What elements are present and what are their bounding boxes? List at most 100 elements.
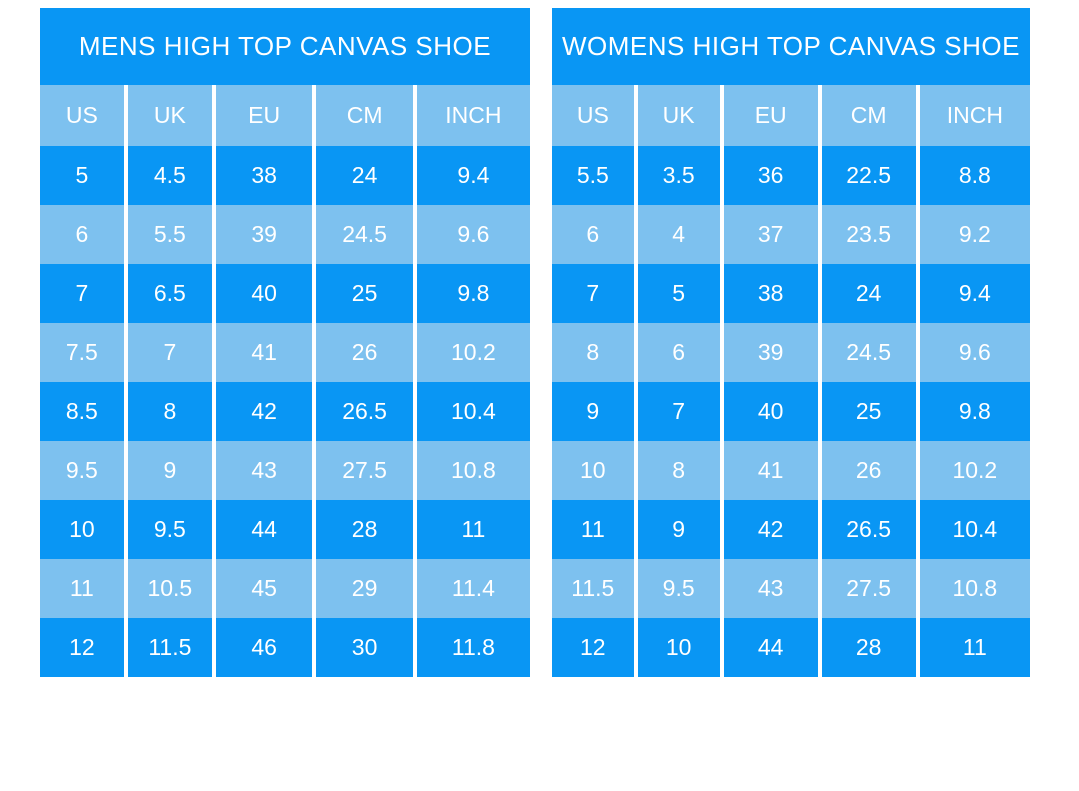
womens-column-header-inch: INCH [915,85,1030,146]
cell-eu: 39 [211,205,315,264]
mens-size-table: US UK EU CM INCH 5 4.5 38 24 9.4 6 5.5 [40,85,530,677]
cell-uk: 5 [633,264,722,323]
cell-inch: 9.6 [412,205,530,264]
table-row: 5 4.5 38 24 9.4 [40,146,530,205]
cell-us: 6 [40,205,126,264]
cell-uk: 3.5 [633,146,722,205]
table-row: 8.5 8 42 26.5 10.4 [40,382,530,441]
table-row: 5.5 3.5 36 22.5 8.8 [552,146,1030,205]
mens-column-header-uk: UK [123,85,214,146]
cell-inch: 10.8 [412,441,530,500]
womens-chart-title: WOMENS HIGH TOP CANVAS SHOE [552,8,1030,85]
cell-cm: 25 [312,264,415,323]
mens-size-chart: MENS HIGH TOP CANVAS SHOE US UK EU CM IN… [40,8,530,677]
cell-inch: 10.8 [915,559,1030,618]
womens-size-table: US UK EU CM INCH 5.5 3.5 36 22.5 8.8 6 4 [552,85,1030,677]
cell-us: 11 [552,500,636,559]
cell-eu: 43 [211,441,315,500]
mens-header-row: US UK EU CM INCH [40,85,530,146]
cell-us: 11.5 [552,559,636,618]
cell-us: 7 [40,264,126,323]
cell-eu: 38 [719,264,820,323]
cell-inch: 11 [412,500,530,559]
cell-eu: 43 [719,559,820,618]
cell-inch: 9.8 [915,382,1030,441]
cell-cm: 27.5 [817,559,918,618]
cell-inch: 10.2 [412,323,530,382]
table-row: 12 10 44 28 11 [552,618,1030,677]
cell-us: 10 [40,500,126,559]
table-row: 7 5 38 24 9.4 [552,264,1030,323]
cell-eu: 46 [211,618,315,677]
table-row: 9.5 9 43 27.5 10.8 [40,441,530,500]
cell-cm: 29 [312,559,415,618]
cell-cm: 23.5 [817,205,918,264]
cell-inch: 8.8 [915,146,1030,205]
womens-size-chart: WOMENS HIGH TOP CANVAS SHOE US UK EU CM … [552,8,1030,677]
cell-cm: 25 [817,382,918,441]
womens-column-header-us: US [552,85,636,146]
cell-inch: 10.2 [915,441,1030,500]
cell-inch: 11.8 [412,618,530,677]
cell-inch: 9.6 [915,323,1030,382]
cell-us: 9.5 [40,441,126,500]
cell-cm: 26.5 [817,500,918,559]
cell-us: 6 [552,205,636,264]
cell-us: 8.5 [40,382,126,441]
cell-inch: 10.4 [412,382,530,441]
cell-us: 11 [40,559,126,618]
table-row: 11 9 42 26.5 10.4 [552,500,1030,559]
cell-cm: 28 [817,618,918,677]
womens-column-header-cm: CM [817,85,918,146]
cell-inch: 10.4 [915,500,1030,559]
cell-eu: 36 [719,146,820,205]
cell-us: 12 [40,618,126,677]
mens-column-header-cm: CM [312,85,415,146]
cell-uk: 10.5 [123,559,214,618]
cell-us: 9 [552,382,636,441]
cell-eu: 45 [211,559,315,618]
cell-uk: 7 [633,382,722,441]
cell-uk: 9 [633,500,722,559]
mens-column-header-eu: EU [211,85,315,146]
cell-cm: 24 [817,264,918,323]
mens-chart-title: MENS HIGH TOP CANVAS SHOE [40,8,530,85]
cell-eu: 40 [211,264,315,323]
table-row: 11 10.5 45 29 11.4 [40,559,530,618]
cell-cm: 26.5 [312,382,415,441]
cell-uk: 5.5 [123,205,214,264]
cell-uk: 6 [633,323,722,382]
cell-cm: 26 [312,323,415,382]
womens-column-header-uk: UK [633,85,722,146]
cell-uk: 10 [633,618,722,677]
womens-column-header-eu: EU [719,85,820,146]
cell-uk: 6.5 [123,264,214,323]
cell-us: 5.5 [552,146,636,205]
cell-eu: 41 [211,323,315,382]
cell-eu: 37 [719,205,820,264]
table-row: 8 6 39 24.5 9.6 [552,323,1030,382]
cell-cm: 24 [312,146,415,205]
cell-uk: 8 [633,441,722,500]
cell-us: 12 [552,618,636,677]
cell-inch: 9.2 [915,205,1030,264]
cell-us: 5 [40,146,126,205]
cell-inch: 11.4 [412,559,530,618]
table-row: 7 6.5 40 25 9.8 [40,264,530,323]
cell-us: 7 [552,264,636,323]
table-row: 6 5.5 39 24.5 9.6 [40,205,530,264]
mens-column-header-us: US [40,85,126,146]
cell-cm: 30 [312,618,415,677]
size-charts-container: MENS HIGH TOP CANVAS SHOE US UK EU CM IN… [40,8,1030,677]
cell-uk: 4.5 [123,146,214,205]
cell-eu: 42 [211,382,315,441]
cell-cm: 24.5 [312,205,415,264]
cell-eu: 44 [719,618,820,677]
cell-inch: 11 [915,618,1030,677]
cell-eu: 41 [719,441,820,500]
table-row: 10 9.5 44 28 11 [40,500,530,559]
cell-eu: 39 [719,323,820,382]
cell-eu: 38 [211,146,315,205]
womens-header-row: US UK EU CM INCH [552,85,1030,146]
cell-cm: 22.5 [817,146,918,205]
